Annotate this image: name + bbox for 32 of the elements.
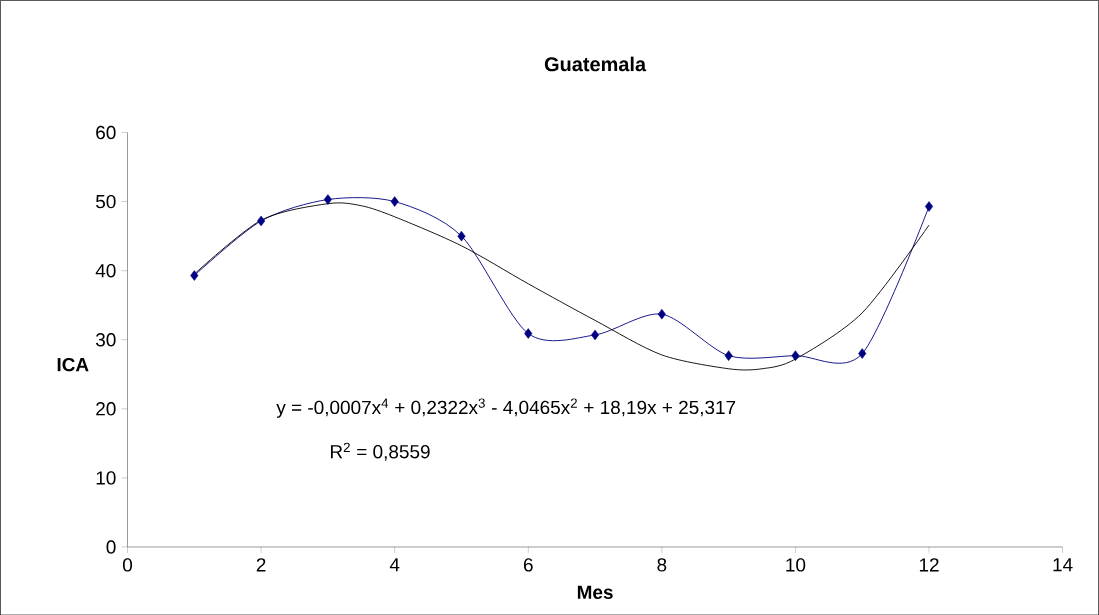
point <box>390 196 399 207</box>
x-tick-label: 2 <box>256 557 266 572</box>
point <box>591 329 600 340</box>
point <box>791 350 800 361</box>
y-tick-label: 60 <box>96 125 116 140</box>
point <box>724 350 733 361</box>
annotation: y = -0,0007x$^{4}$ + 0,2322x$^{3}$ - 4,0465x$^{2}$ + 18,19x + 25,317 <box>276 398 736 418</box>
point <box>190 270 199 281</box>
x-tick-label: 4 <box>389 557 400 571</box>
point <box>657 308 666 320</box>
point <box>257 215 266 226</box>
x-axis-title: Mes <box>577 585 613 599</box>
y-tick-label: 40 <box>95 263 116 278</box>
point <box>925 200 934 212</box>
point <box>457 230 466 242</box>
y-tick-label: 30 <box>95 332 116 347</box>
y-tick-label: 20 <box>96 401 116 416</box>
point <box>524 328 533 339</box>
y-tick-label: 10 <box>96 470 116 485</box>
x-tick-label: 8 <box>657 557 667 572</box>
chart-title: Guatemala <box>544 56 647 72</box>
point <box>858 348 867 359</box>
x-tick-label: 0 <box>122 557 133 572</box>
x-tick-label: 6 <box>523 557 533 572</box>
x-tick-label: 12 <box>919 557 939 572</box>
x-tick-label: 14 <box>1053 557 1073 571</box>
y-tick-label: 50 <box>96 194 116 209</box>
point <box>323 194 332 205</box>
y-axis-title: ICA <box>57 357 89 372</box>
y-tick-label: 0 <box>106 540 116 554</box>
x-tick-label: 10 <box>786 557 806 572</box>
annotation: R$^{2}$ = 0,8559 <box>330 442 430 461</box>
